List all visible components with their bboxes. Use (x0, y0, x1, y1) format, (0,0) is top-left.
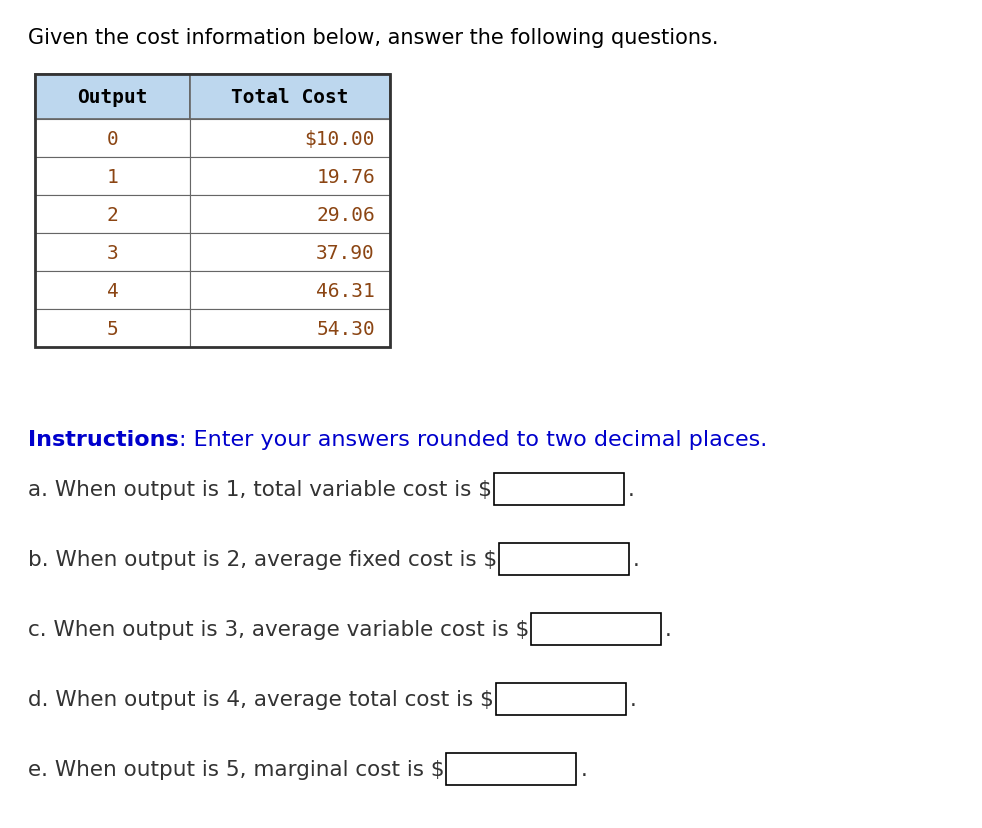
Bar (496, 683, 626, 715)
Bar (494, 474, 624, 505)
Text: Total Cost: Total Cost (231, 88, 349, 107)
Text: .: . (629, 689, 636, 709)
Text: 1: 1 (107, 167, 119, 186)
Bar (35, 75, 190, 120)
Bar (35, 233, 190, 272)
Text: 4: 4 (107, 282, 119, 300)
Bar (499, 543, 629, 575)
Text: 2: 2 (107, 205, 119, 224)
Bar (447, 753, 576, 785)
Bar (35, 310, 190, 348)
Text: 29.06: 29.06 (316, 205, 375, 224)
Text: .: . (580, 759, 587, 779)
Bar (35, 195, 190, 233)
Text: e. When output is 5, marginal cost is $: e. When output is 5, marginal cost is $ (28, 759, 445, 779)
Bar (35, 120, 190, 158)
Text: .: . (633, 549, 640, 570)
Bar (531, 614, 661, 645)
Bar (190, 75, 390, 120)
Text: .: . (627, 479, 634, 499)
Text: Output: Output (78, 88, 147, 107)
Text: 37.90: 37.90 (316, 243, 375, 262)
Text: .: . (665, 619, 672, 639)
Text: Instructions: Instructions (28, 430, 179, 450)
Text: d. When output is 4, average total cost is $: d. When output is 4, average total cost … (28, 689, 494, 709)
Bar (190, 120, 390, 158)
Bar (190, 158, 390, 195)
Text: b. When output is 2, average fixed cost is $: b. When output is 2, average fixed cost … (28, 549, 497, 570)
Bar (190, 310, 390, 348)
Text: : Enter your answers rounded to two decimal places.: : Enter your answers rounded to two deci… (179, 430, 767, 450)
Text: 46.31: 46.31 (316, 282, 375, 300)
Text: 19.76: 19.76 (316, 167, 375, 186)
Text: Given the cost information below, answer the following questions.: Given the cost information below, answer… (28, 28, 719, 48)
Text: 5: 5 (107, 319, 119, 338)
Bar (35, 75, 390, 348)
Bar (190, 272, 390, 310)
Text: c. When output is 3, average variable cost is $: c. When output is 3, average variable co… (28, 619, 529, 639)
Text: 54.30: 54.30 (316, 319, 375, 338)
Bar (190, 195, 390, 233)
Text: 3: 3 (107, 243, 119, 262)
Text: 0: 0 (107, 129, 119, 148)
Text: $10.00: $10.00 (304, 129, 375, 148)
Bar (35, 272, 190, 310)
Text: a. When output is 1, total variable cost is $: a. When output is 1, total variable cost… (28, 479, 492, 499)
Bar (35, 158, 190, 195)
Bar (190, 233, 390, 272)
